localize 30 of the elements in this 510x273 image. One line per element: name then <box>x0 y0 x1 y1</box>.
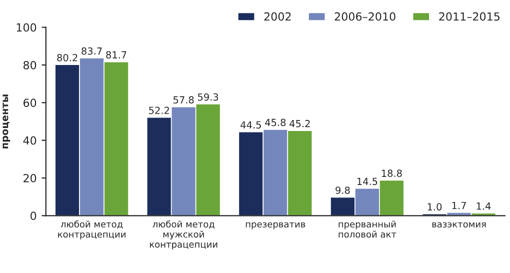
data-label: 59.3 <box>198 93 218 101</box>
data-label: 1.4 <box>476 202 491 210</box>
x-tick-label: прерванный половой акт <box>338 220 396 238</box>
data-label: 18.8 <box>382 170 402 177</box>
legend-label: 2002 <box>264 12 291 21</box>
data-label: 81.7 <box>106 51 126 58</box>
x-tick-label: вазэктомия <box>432 222 486 228</box>
x-tick-label: любой метод контрацепции <box>58 220 126 240</box>
data-label: 44.5 <box>240 121 261 129</box>
y-tick-label: 80 <box>23 60 36 70</box>
y-tick-label: 0 <box>30 212 36 220</box>
legend-label: 2011–2015 <box>439 12 500 21</box>
data-label: 1.7 <box>452 202 466 210</box>
data-label: 9.8 <box>336 186 350 194</box>
data-label: 1.0 <box>428 203 442 211</box>
data-label: 52.2 <box>149 106 169 114</box>
data-label: 83.7 <box>82 47 102 55</box>
y-tick-label: 40 <box>23 136 36 145</box>
y-tick-label: 20 <box>24 174 36 182</box>
x-tick-label: презерватив <box>246 222 306 230</box>
data-label: 45.2 <box>290 120 310 128</box>
data-label: 14.5 <box>357 178 378 186</box>
legend-label: 2006–2010 <box>334 12 396 21</box>
x-tick-label: любой метод мужской контрацепции <box>150 220 218 250</box>
y-axis-title: проценты <box>2 94 10 148</box>
y-tick-label: 100 <box>16 23 36 32</box>
y-tick-label: 60 <box>24 98 36 108</box>
data-label: 45.8 <box>265 118 286 126</box>
data-label: 57.8 <box>174 96 194 104</box>
data-label: 80.2 <box>57 54 78 62</box>
